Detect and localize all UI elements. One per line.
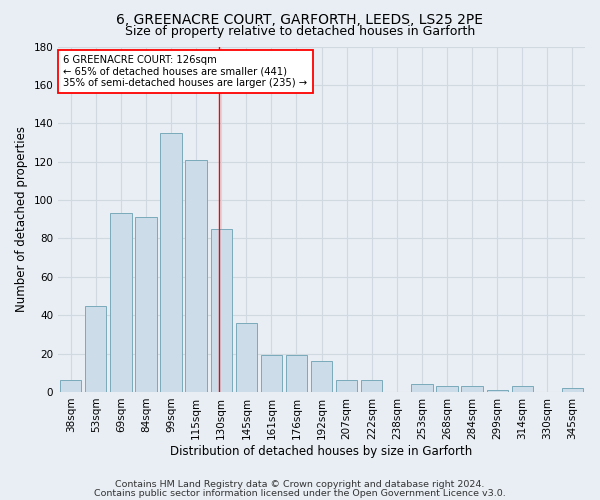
Bar — [185, 160, 207, 392]
Bar — [311, 362, 332, 392]
Bar — [436, 386, 458, 392]
Text: Contains public sector information licensed under the Open Government Licence v3: Contains public sector information licen… — [94, 490, 506, 498]
X-axis label: Distribution of detached houses by size in Garforth: Distribution of detached houses by size … — [170, 444, 473, 458]
Text: Contains HM Land Registry data © Crown copyright and database right 2024.: Contains HM Land Registry data © Crown c… — [115, 480, 485, 489]
Bar — [361, 380, 382, 392]
Bar — [286, 356, 307, 392]
Bar — [236, 323, 257, 392]
Bar — [110, 214, 131, 392]
Bar — [461, 386, 483, 392]
Y-axis label: Number of detached properties: Number of detached properties — [15, 126, 28, 312]
Bar — [85, 306, 106, 392]
Bar — [562, 388, 583, 392]
Bar — [136, 218, 157, 392]
Bar — [336, 380, 358, 392]
Text: 6 GREENACRE COURT: 126sqm
← 65% of detached houses are smaller (441)
35% of semi: 6 GREENACRE COURT: 126sqm ← 65% of detac… — [64, 55, 308, 88]
Bar — [160, 133, 182, 392]
Bar — [411, 384, 433, 392]
Bar — [60, 380, 82, 392]
Bar — [211, 229, 232, 392]
Bar — [261, 356, 282, 392]
Text: 6, GREENACRE COURT, GARFORTH, LEEDS, LS25 2PE: 6, GREENACRE COURT, GARFORTH, LEEDS, LS2… — [116, 12, 484, 26]
Bar — [512, 386, 533, 392]
Bar — [487, 390, 508, 392]
Text: Size of property relative to detached houses in Garforth: Size of property relative to detached ho… — [125, 25, 475, 38]
